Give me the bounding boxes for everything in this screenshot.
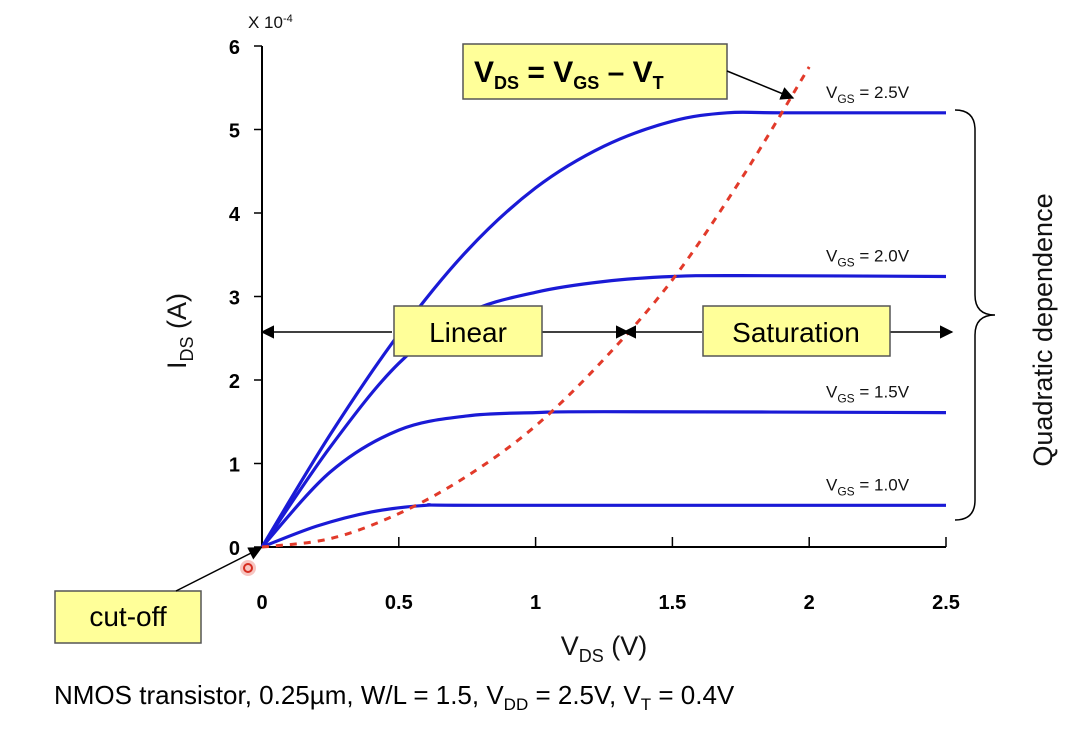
y-tick-label: 5 [229, 121, 240, 143]
x-tick-label: 2 [804, 592, 815, 614]
x-tick-label: 1 [530, 592, 541, 614]
cutoff-label-box: cut-off [54, 590, 202, 644]
x-axis-title: VDS (V) [561, 631, 648, 666]
y-tick-label: 2 [229, 371, 240, 393]
brace-label: Quadratic dependence [1028, 193, 1058, 466]
x-tick-label: 1.5 [658, 592, 686, 614]
curve-label: VGS = 1.5V [826, 383, 910, 406]
axis-ticks: 0 0.5 1 1.5 2 2.5 0 1 2 3 4 5 6 [229, 37, 960, 614]
y-tick-label: 6 [229, 37, 240, 59]
curve-label: VGS = 1.0V [826, 475, 910, 498]
y-tick-label: 1 [229, 455, 240, 477]
linear-label-box: Linear [393, 305, 543, 357]
iv-curve [260, 410, 947, 549]
curve-label-group: VGS = 2.5V VGS = 2.0V VGS = 1.5V VGS = 1.0V [826, 83, 910, 498]
curve-label: VGS = 2.0V [826, 246, 910, 269]
x-tick-label: 0.5 [385, 592, 413, 614]
y-axis-title: IDS (A) [162, 293, 197, 369]
svg-text:Saturation: Saturation [732, 317, 860, 348]
y-tick-label: 0 [229, 538, 240, 560]
y-tick-label: 3 [229, 288, 240, 310]
curve-group [260, 110, 947, 549]
svg-text:cut-off: cut-off [89, 601, 167, 632]
y-tick-label: 4 [229, 204, 241, 226]
x-tick-label: 2.5 [932, 592, 960, 614]
y-multiplier: X 10-4 [248, 13, 293, 32]
equation-pointer [726, 70, 795, 100]
cutoff-pointer [175, 547, 263, 592]
x-tick-label: 0 [256, 592, 267, 614]
iv-curve [260, 273, 947, 548]
quadratic-brace [954, 109, 996, 521]
saturation-boundary-curve [261, 66, 811, 549]
curve-label: VGS = 2.5V [826, 83, 910, 106]
svg-text:VDS = VGS – VT: VDS = VGS – VT [474, 56, 664, 93]
iv-curve [261, 503, 946, 549]
caption: NMOS transistor, 0.25µm, W/L = 1.5, VDD … [54, 680, 735, 715]
iv-curve [260, 110, 946, 548]
svg-text:Linear: Linear [429, 317, 507, 348]
equation-box: VDS = VGS – VT [462, 43, 728, 100]
saturation-label-box: Saturation [702, 305, 891, 357]
cursor-dot [240, 560, 256, 576]
